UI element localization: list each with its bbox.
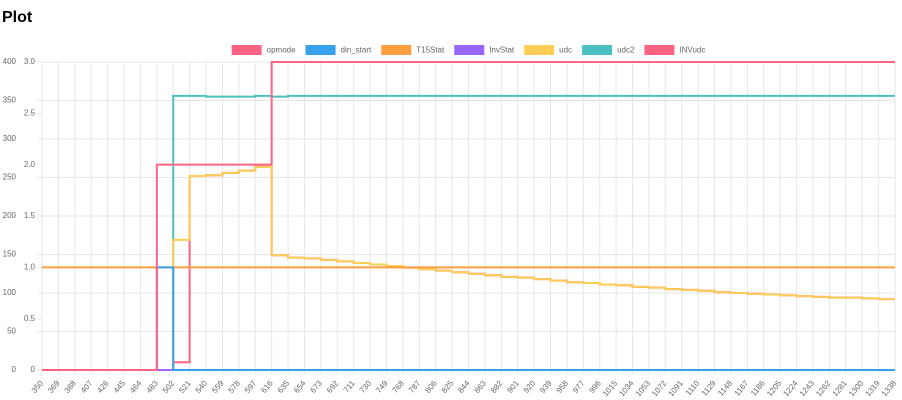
y2-tick-label: 3.0 (24, 57, 36, 66)
x-tick-label: 483 (144, 378, 160, 394)
x-tick-label: 1186 (749, 378, 767, 397)
x-tick-label: 673 (309, 378, 325, 394)
legend-item[interactable]: din_start (305, 45, 372, 55)
x-tick-label: 1167 (733, 378, 751, 397)
legend-label: InvStat (489, 46, 515, 55)
y2-tick-label: 2.5 (24, 108, 36, 117)
x-tick-label: 1224 (781, 378, 800, 398)
legend-item[interactable]: udc2 (582, 45, 635, 55)
x-tick-label: 407 (79, 378, 95, 394)
legend-swatch (381, 45, 412, 55)
chart-title: Plot (2, 9, 33, 26)
x-tick-label: 1205 (765, 378, 784, 398)
y-tick-label: 150 (3, 250, 17, 259)
x-tick-label: 616 (259, 378, 275, 394)
x-tick-label: 1262 (814, 378, 833, 398)
legend-swatch (231, 45, 262, 55)
y-tick-label: 250 (3, 173, 17, 182)
x-tick-label: 730 (358, 378, 374, 394)
legend-swatch (582, 45, 613, 55)
x-tick-label: 787 (407, 378, 423, 394)
x-tick-label: 426 (95, 378, 111, 394)
legend-label: udc2 (617, 46, 635, 55)
x-tick-label: 692 (325, 378, 341, 394)
x-tick-label: 844 (456, 378, 472, 394)
x-tick-label: 1015 (601, 378, 620, 398)
series-line (42, 266, 895, 371)
legend-item[interactable]: opmode (231, 45, 296, 55)
legend-item[interactable]: InvStat (454, 45, 515, 55)
x-tick-label: 1319 (863, 378, 882, 398)
series-line (42, 94, 895, 371)
x-tick-label: 635 (276, 378, 292, 394)
series-line (42, 165, 895, 371)
x-tick-label: 464 (128, 378, 144, 394)
x-tick-label: 578 (227, 378, 243, 394)
y2-tick-label: 1.5 (24, 211, 36, 220)
y-tick-label: 400 (3, 57, 17, 66)
x-tick-label: 1072 (650, 378, 669, 398)
x-tick-label: 1091 (667, 378, 686, 398)
legend-swatch (644, 45, 675, 55)
x-tick-label: 1110 (684, 378, 702, 397)
x-tick-label: 882 (489, 378, 505, 394)
y2-tick-label: 0.5 (24, 314, 36, 323)
x-tick-label: 1281 (831, 378, 850, 398)
x-tick-label: 749 (374, 378, 390, 394)
legend-item[interactable]: T15Stat (381, 45, 445, 55)
x-tick-label: 901 (505, 378, 521, 394)
x-tick-label: 711 (342, 378, 357, 394)
legend-item[interactable]: INVudc (644, 45, 705, 55)
x-tick-label: 863 (473, 378, 489, 394)
x-tick-label: 597 (243, 378, 259, 394)
x-tick-label: 540 (194, 378, 210, 394)
legend-label: din_start (341, 46, 372, 55)
x-tick-label: 1300 (847, 378, 866, 398)
y2-tick-label: 2.0 (24, 160, 36, 169)
y2-tick-label: 0 (31, 365, 36, 374)
x-tick-label: 1243 (798, 378, 817, 398)
y-tick-label: 300 (3, 134, 17, 143)
x-tick-label: 768 (391, 378, 407, 394)
x-tick-label: 825 (440, 378, 456, 394)
x-tick-label: 806 (423, 378, 439, 394)
y-tick-label: 50 (7, 327, 16, 336)
legend-item[interactable]: udc (524, 45, 572, 55)
y-tick-label: 200 (3, 211, 17, 220)
series-line (42, 61, 895, 371)
y-tick-label: 100 (3, 288, 17, 297)
legend-label: INVudc (679, 46, 705, 55)
x-tick-label: 445 (112, 378, 128, 394)
x-tick-label: 388 (62, 378, 78, 394)
legend-label: opmode (267, 46, 296, 55)
x-tick-label: 1034 (617, 378, 636, 398)
x-tick-label: 1053 (634, 378, 653, 398)
x-tick-label: 559 (210, 378, 226, 394)
y-tick-label: 0 (12, 365, 17, 374)
x-tick-label: 521 (177, 378, 193, 394)
legend-swatch (454, 45, 485, 55)
x-tick-label: 502 (161, 378, 177, 394)
x-tick-label: 920 (522, 378, 538, 394)
x-tick-label: 350 (30, 378, 46, 394)
legend-label: udc (559, 46, 572, 55)
x-tick-label: 939 (538, 378, 554, 394)
y-tick-label: 350 (3, 96, 17, 105)
x-tick-label: 654 (292, 378, 308, 394)
x-tick-label: 977 (571, 378, 587, 394)
x-tick-label: 1338 (880, 378, 899, 398)
legend-swatch (524, 45, 555, 55)
x-tick-label: 369 (46, 378, 62, 394)
x-tick-label: 1129 (700, 378, 718, 397)
legend-label: T15Stat (416, 46, 445, 55)
x-tick-label: 1148 (716, 378, 734, 397)
legend-swatch (305, 45, 336, 55)
x-tick-label: 958 (555, 378, 571, 394)
y2-tick-label: 1.0 (24, 262, 36, 271)
